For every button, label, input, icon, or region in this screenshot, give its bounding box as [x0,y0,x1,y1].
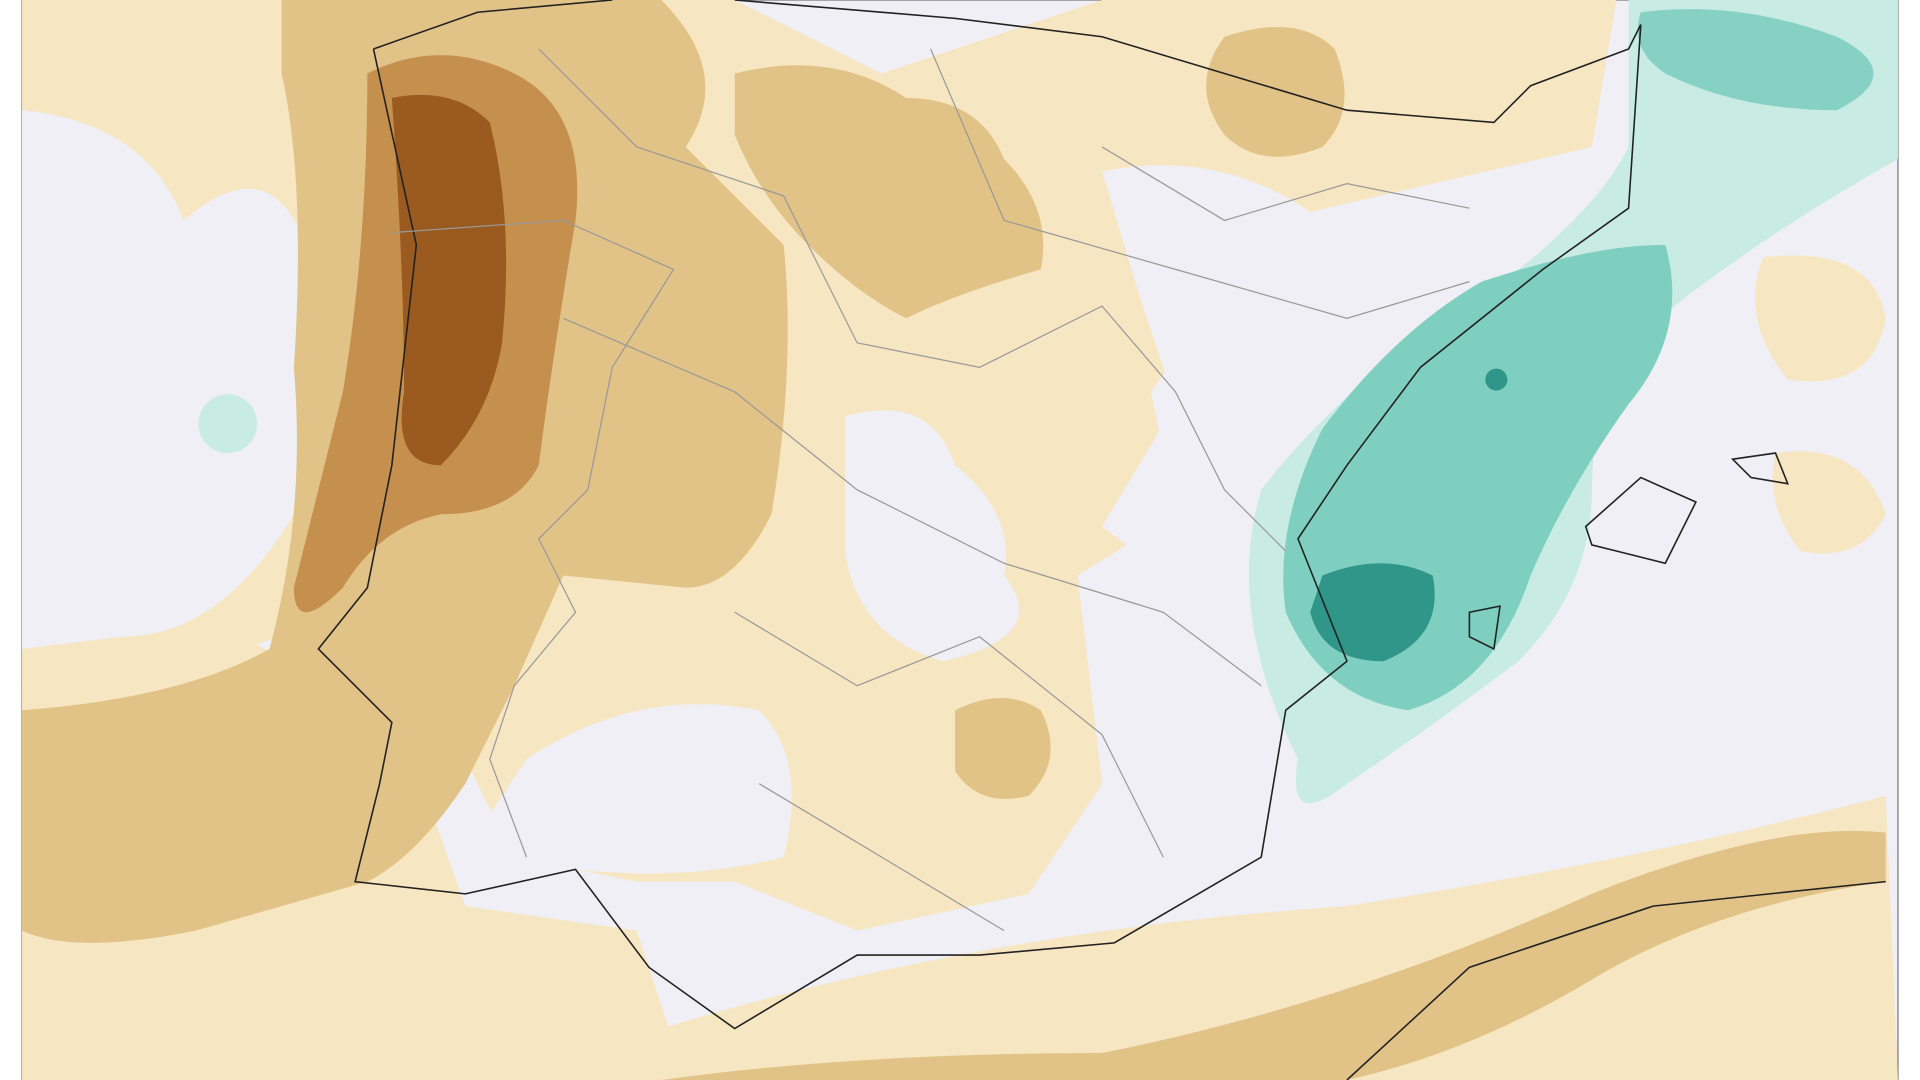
coastlines [317,0,1886,1080]
teal-zones [198,0,1898,804]
brown-zones [293,55,578,613]
borders [391,48,1470,932]
white-zones [22,110,1592,874]
